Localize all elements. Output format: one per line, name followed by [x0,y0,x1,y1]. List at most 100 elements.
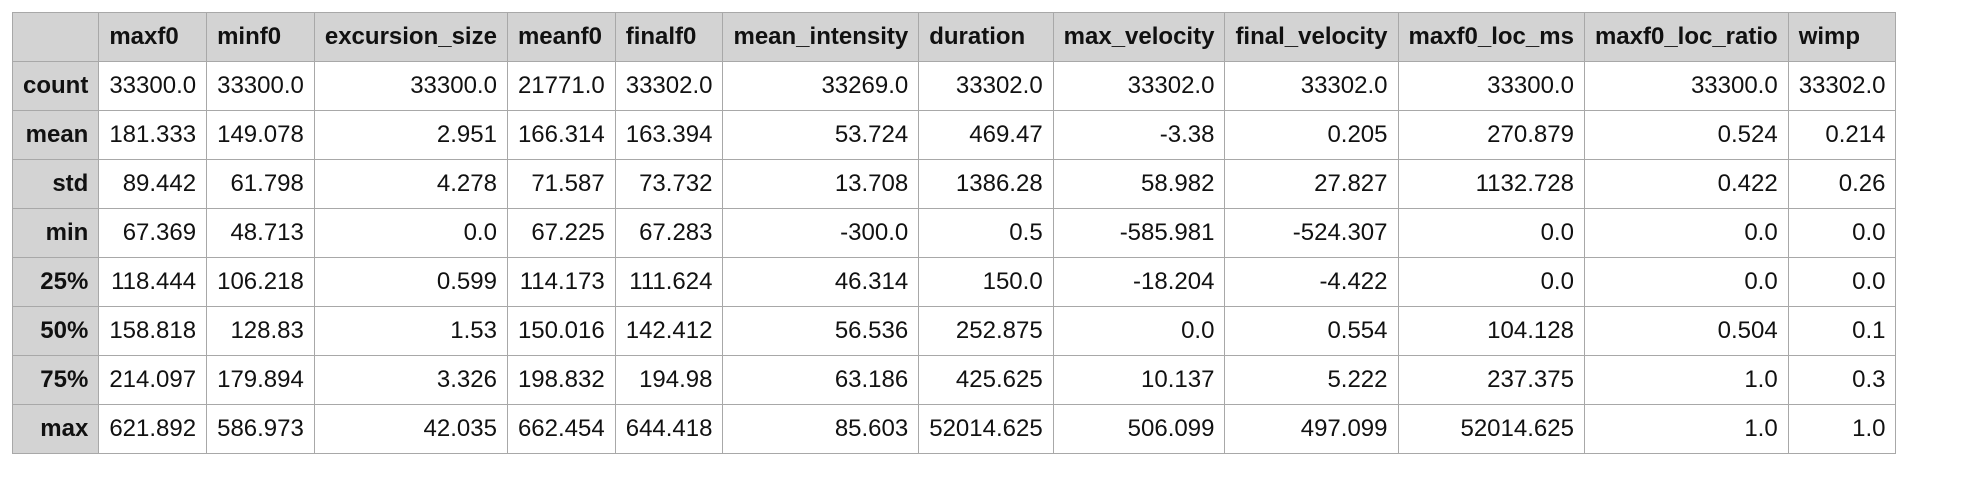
table-cell: 33269.0 [722,61,920,111]
table-row: 25% 118.444 106.218 0.599 114.173 111.624 46.3… [11,257,1897,307]
table-cell: 27.827 [1224,159,1399,209]
table-cell: 33300.0 [313,61,508,111]
table-cell: 0.5 [918,208,1054,258]
column-header-finalf0: finalf0 [614,12,724,62]
table-cell: 4.278 [313,159,508,209]
row-header: std [11,159,100,209]
column-header-minf0: minf0 [206,12,315,62]
column-header-meanf0: meanf0 [506,12,616,62]
table-cell: 33300.0 [1583,61,1789,111]
row-header: mean [11,110,100,160]
table-cell: 0.205 [1224,110,1399,160]
table-row: 75% 214.097 179.894 3.326 198.832 194.98 63.18… [11,355,1897,405]
table-cell: 104.128 [1397,306,1585,356]
table-cell: 58.982 [1052,159,1226,209]
table-body: count 33300.0 33300.0 33300.0 21771.0 33302.0… [11,61,1897,454]
table-cell: 662.454 [506,404,616,454]
table-cell: 0.524 [1583,110,1789,160]
table-cell: 0.0 [1787,257,1897,307]
column-header-duration: duration [918,12,1054,62]
table-cell: 5.222 [1224,355,1399,405]
table-cell: 0.0 [1397,208,1585,258]
table-cell: 67.369 [98,208,208,258]
table-cell: 142.412 [614,306,724,356]
table-cell: 0.0 [1787,208,1897,258]
table-cell: 166.314 [506,110,616,160]
row-header: 75% [11,355,100,405]
column-header-max-velocity: max_velocity [1052,12,1226,62]
table-cell: 61.798 [206,159,315,209]
table-cell: 214.097 [98,355,208,405]
table-cell: 53.724 [722,110,920,160]
table-cell: 0.214 [1787,110,1897,160]
table-cell: 0.422 [1583,159,1789,209]
table-cell: 194.98 [614,355,724,405]
row-header: 50% [11,306,100,356]
table-cell: 0.0 [1583,208,1789,258]
column-header-wimp: wimp [1787,12,1897,62]
table-cell: 13.708 [722,159,920,209]
table-cell: 10.137 [1052,355,1226,405]
summary-statistics-table: maxf0 minf0 excursion_size meanf0 finalf0 mea… [11,12,1897,454]
table-cell: 270.879 [1397,110,1585,160]
table-cell: 469.47 [918,110,1054,160]
table-cell: 63.186 [722,355,920,405]
table-cell: 0.599 [313,257,508,307]
table-cell: 0.1 [1787,306,1897,356]
table-cell: 114.173 [506,257,616,307]
table-cell: 33302.0 [1052,61,1226,111]
table-cell: 150.0 [918,257,1054,307]
table-cell: 425.625 [918,355,1054,405]
table-cell: 163.394 [614,110,724,160]
table-cell: 106.218 [206,257,315,307]
table-cell: 1.0 [1787,404,1897,454]
table-row: count 33300.0 33300.0 33300.0 21771.0 33302.0… [11,61,1897,111]
table-row: min 67.369 48.713 0.0 67.225 67.283 -300.0 0.5-… [11,208,1897,258]
table-header-row: maxf0 minf0 excursion_size meanf0 finalf0 mea… [11,12,1897,62]
table-cell: 1386.28 [918,159,1054,209]
table-cell: 111.624 [614,257,724,307]
table-cell: 586.973 [206,404,315,454]
table-row: max 621.892 586.973 42.035 662.454 644.418 85.… [11,404,1897,454]
column-header-final-velocity: final_velocity [1224,12,1399,62]
table-cell: 56.536 [722,306,920,356]
row-header: 25% [11,257,100,307]
table-cell: 237.375 [1397,355,1585,405]
table-cell: 52014.625 [918,404,1054,454]
row-header: min [11,208,100,258]
table-cell: 89.442 [98,159,208,209]
table-cell: 128.83 [206,306,315,356]
table-cell: 179.894 [206,355,315,405]
table-cell: -18.204 [1052,257,1226,307]
table-cell: 46.314 [722,257,920,307]
table-cell: 42.035 [313,404,508,454]
column-header-maxf0: maxf0 [98,12,208,62]
table-cell: 252.875 [918,306,1054,356]
table-cell: 1.53 [313,306,508,356]
table-cell: -585.981 [1052,208,1226,258]
table-cell: 150.016 [506,306,616,356]
table-row: 50% 158.818 128.83 1.53 150.016 142.412 56.536… [11,306,1897,356]
table-cell: 0.0 [1397,257,1585,307]
table-cell: 67.225 [506,208,616,258]
table-cell: 3.326 [313,355,508,405]
table-cell: 0.554 [1224,306,1399,356]
table-cell: -4.422 [1224,257,1399,307]
table-corner-cell [11,12,100,62]
table-cell: 67.283 [614,208,724,258]
table-cell: 497.099 [1224,404,1399,454]
table-cell: 33300.0 [1397,61,1585,111]
table-cell: 506.099 [1052,404,1226,454]
table-cell: 198.832 [506,355,616,405]
table-cell: 181.333 [98,110,208,160]
table-cell: 21771.0 [506,61,616,111]
table-cell: 1132.728 [1397,159,1585,209]
table-cell: 621.892 [98,404,208,454]
table-row: mean 181.333 149.078 2.951 166.314 163.394 53.… [11,110,1897,160]
table-cell: 118.444 [98,257,208,307]
table-cell: 33302.0 [1224,61,1399,111]
table-cell: -300.0 [722,208,920,258]
table-cell: -3.38 [1052,110,1226,160]
table-cell: 71.587 [506,159,616,209]
row-header: count [11,61,100,111]
